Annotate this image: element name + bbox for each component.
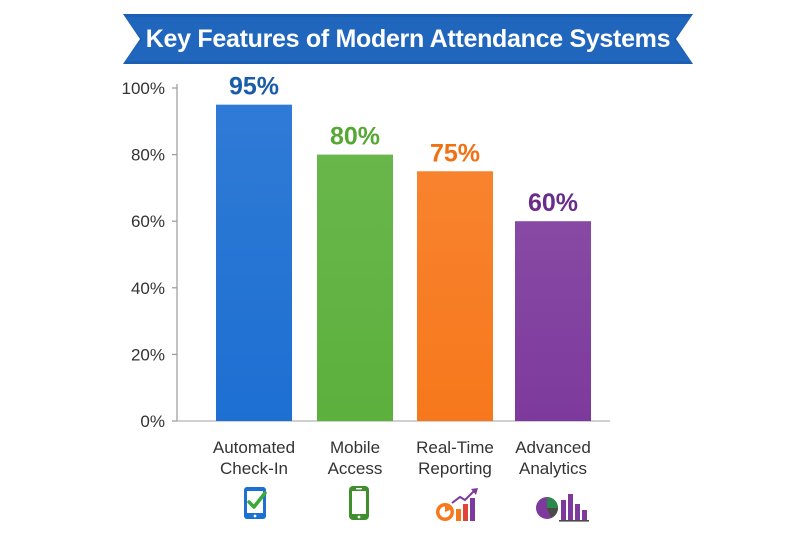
x-category-label: Advanced Analytics [515, 438, 591, 478]
y-tick-label: 40% [131, 279, 165, 298]
analytics-icon [534, 484, 589, 524]
x-category-label: Automated Check-In [213, 438, 295, 478]
bar [417, 171, 493, 421]
x-category-label: Mobile Access [328, 438, 383, 478]
y-tick-label: 0% [140, 412, 165, 431]
tablet-check-icon [236, 484, 276, 524]
chart-title: Key Features of Modern Attendance System… [145, 25, 671, 53]
x-category-label: Real-Time Reporting [416, 438, 494, 478]
y-tick-label: 60% [131, 212, 165, 231]
bar [317, 154, 393, 421]
growth-chart-icon [434, 484, 478, 524]
y-tick-label: 80% [131, 146, 165, 165]
bar-value-label: 60% [528, 189, 578, 217]
y-tick-label: 100% [122, 79, 165, 98]
title-banner: Key Features of Modern Attendance System… [123, 14, 693, 64]
bar-value-label: 95% [229, 73, 279, 101]
bar [515, 221, 591, 421]
bar-value-label: 80% [330, 123, 380, 151]
smartphone-icon [339, 484, 379, 524]
banner-ribbon [123, 14, 693, 64]
bar [216, 104, 292, 422]
y-tick-label: 20% [131, 345, 165, 364]
bar-value-label: 75% [430, 139, 480, 167]
